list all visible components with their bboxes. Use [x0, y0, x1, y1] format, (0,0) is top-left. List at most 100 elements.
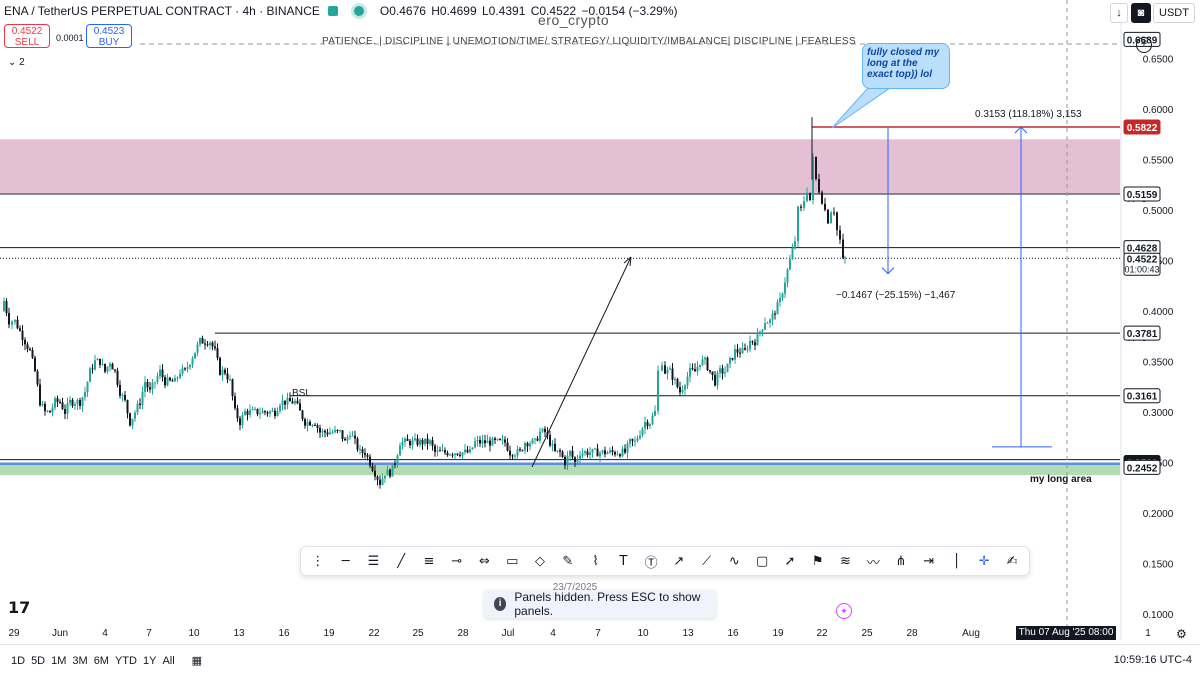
candle-body — [803, 200, 805, 208]
candle-body — [201, 338, 204, 344]
candle-body — [734, 349, 736, 360]
elliott-wave-icon[interactable]: 〰 — [866, 555, 880, 571]
candle-body — [719, 368, 721, 373]
y-tick-label: 0.1000 — [1143, 610, 1174, 621]
timeframe-all[interactable]: All — [162, 654, 175, 667]
candle-body — [104, 363, 106, 372]
path-icon[interactable]: ⟋ — [702, 553, 712, 569]
timeframe-1d[interactable]: 1D — [11, 654, 26, 667]
candle-body — [779, 298, 781, 303]
lower-measure-label: −0.1467 (−25.15%) −1,467 — [836, 290, 956, 301]
price-tag-tp5: 0.5159 — [1127, 190, 1158, 201]
price-tag-3161: 0.3161 — [1127, 392, 1158, 403]
download-arrow-icon[interactable]: ↓ — [1110, 3, 1128, 23]
bsl-label: BSL — [292, 388, 311, 399]
candle-body — [449, 454, 451, 456]
symbol-title[interactable]: ENA / TetherUS PERPETUAL CONTRACT · 4h ·… — [4, 4, 320, 18]
candle-body — [199, 338, 201, 345]
indicator-toggle[interactable]: ⌄ 2 — [8, 57, 25, 68]
candle-body — [3, 300, 5, 311]
timeframe-5d[interactable]: 5D — [31, 654, 46, 667]
timeframe-ytd[interactable]: YTD — [114, 654, 137, 667]
pattern-icon[interactable]: ⌇ — [592, 553, 599, 569]
candle-body — [299, 403, 301, 411]
timeframe-1m[interactable]: 1M — [51, 654, 67, 667]
candle-body — [49, 410, 51, 413]
flame-icon[interactable]: ✦ — [836, 603, 852, 619]
candle-body — [771, 313, 774, 320]
candle-body — [526, 443, 529, 447]
callout-icon[interactable]: ▢ — [755, 553, 769, 569]
candle-body — [439, 450, 441, 452]
anchored-text-icon[interactable]: Ⓣ — [644, 555, 658, 571]
currency-selector[interactable]: USDT — [1153, 3, 1195, 23]
candle-body — [586, 451, 589, 456]
timeframe-1y[interactable]: 1Y — [142, 654, 157, 667]
candle-body — [211, 342, 214, 347]
candle-body — [494, 438, 496, 440]
candle-body — [749, 340, 751, 350]
text-icon[interactable]: T — [619, 553, 628, 569]
x-tick-label: 28 — [457, 628, 469, 639]
fib-channel-icon[interactable]: ≋ — [839, 553, 851, 569]
y-tick-label: 0.4000 — [1143, 307, 1174, 318]
date-range-icon[interactable]: ⇔ — [479, 553, 490, 569]
candle-body — [564, 456, 566, 466]
horizontal-line-icon[interactable]: ─ — [341, 553, 350, 569]
clock-time[interactable]: 10:59:16 UTC-4 — [1113, 654, 1192, 666]
candle-body — [364, 453, 366, 456]
flag-icon[interactable]: ⚑ — [811, 553, 824, 569]
candle-body — [474, 441, 476, 448]
price-range-icon[interactable]: ⇥ — [923, 553, 935, 569]
candle-body — [681, 389, 684, 393]
sell-label: SELL — [14, 37, 40, 48]
candle-body — [726, 363, 729, 373]
fib-retracement-icon[interactable]: ≡ — [423, 553, 435, 569]
candle-body — [361, 449, 364, 454]
candle-body — [574, 457, 576, 462]
snapshot-icon[interactable]: ◙ — [1131, 3, 1151, 23]
candle-body — [384, 475, 386, 479]
long-position-icon[interactable]: ☰ — [367, 553, 380, 569]
candle-body — [311, 424, 314, 426]
candle-body — [499, 438, 501, 440]
callout-note[interactable]: fully closed my long at the exact top)) … — [862, 43, 950, 89]
candle-body — [266, 412, 269, 414]
horizontal-ray-icon[interactable]: ⊸ — [451, 553, 463, 569]
candle-body — [704, 357, 706, 360]
sell-button[interactable]: 0.4522 SELL — [4, 24, 50, 48]
pitchfork-icon[interactable]: ⋔ — [895, 553, 907, 569]
candle-body — [314, 424, 316, 426]
rotated-rectangle-icon[interactable]: ◇ — [535, 553, 545, 569]
vertical-line-icon[interactable]: │ — [952, 553, 961, 569]
curve-icon[interactable]: ∿ — [728, 553, 740, 569]
candle-body — [624, 448, 626, 453]
x-tick-label: 19 — [323, 628, 335, 639]
tradingview-logo-icon[interactable]: 17 — [8, 598, 31, 617]
candle-body — [271, 410, 274, 412]
candle-body — [59, 401, 61, 403]
candle-body — [481, 440, 484, 444]
rectangle-icon[interactable]: ▭ — [506, 553, 519, 569]
timeframe-3m[interactable]: 3M — [72, 654, 88, 667]
brush-icon[interactable]: ✎ — [562, 553, 574, 569]
arrow-marker-icon[interactable]: ↗ — [673, 553, 685, 569]
timeframe-6m[interactable]: 6M — [93, 654, 109, 667]
candle-body — [131, 418, 134, 426]
time-axis-settings-icon[interactable]: ⚙ — [1176, 627, 1187, 641]
supply-zone — [0, 139, 1120, 194]
candle-body — [416, 438, 419, 445]
add-alert-icon[interactable]: + — [1136, 37, 1152, 53]
trend-line-icon[interactable]: ╱ — [397, 553, 406, 569]
candle-body — [339, 430, 341, 432]
buy-button[interactable]: 0.4523 BUY — [86, 24, 132, 48]
arrow-icon[interactable]: ➚ — [784, 553, 796, 569]
candle-body — [231, 379, 234, 397]
y-tick-label: 0.6500 — [1143, 55, 1174, 66]
candle-body — [346, 437, 349, 441]
date-range-icon[interactable]: ▦ — [191, 654, 203, 667]
highlighter-icon[interactable]: ✍ — [1006, 553, 1018, 569]
crosshair-icon[interactable]: ✛ — [978, 553, 990, 569]
drag-handle-icon[interactable]: ⋮ — [311, 553, 325, 569]
candle-body — [634, 440, 636, 442]
